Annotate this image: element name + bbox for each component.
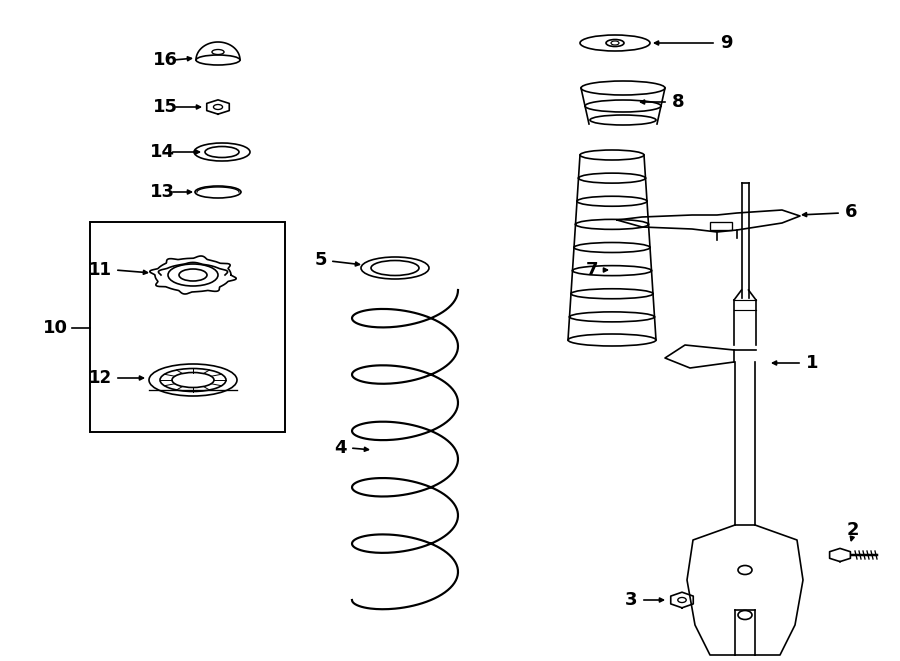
- Text: 11: 11: [88, 261, 111, 279]
- Text: 6: 6: [845, 203, 858, 221]
- Text: 10: 10: [43, 319, 68, 337]
- Text: 15: 15: [152, 98, 177, 116]
- Text: 16: 16: [152, 51, 177, 69]
- Text: 8: 8: [672, 93, 685, 111]
- Text: 12: 12: [88, 369, 111, 387]
- Bar: [710, 222, 732, 230]
- Bar: [90, 222, 285, 432]
- Text: 3: 3: [625, 591, 637, 609]
- Text: 14: 14: [149, 143, 175, 161]
- Text: 13: 13: [149, 183, 175, 201]
- Text: 9: 9: [720, 34, 733, 52]
- Text: 4: 4: [335, 439, 347, 457]
- Text: 2: 2: [847, 521, 860, 539]
- Text: 7: 7: [586, 261, 598, 279]
- Text: 1: 1: [806, 354, 818, 372]
- Text: 5: 5: [314, 251, 327, 269]
